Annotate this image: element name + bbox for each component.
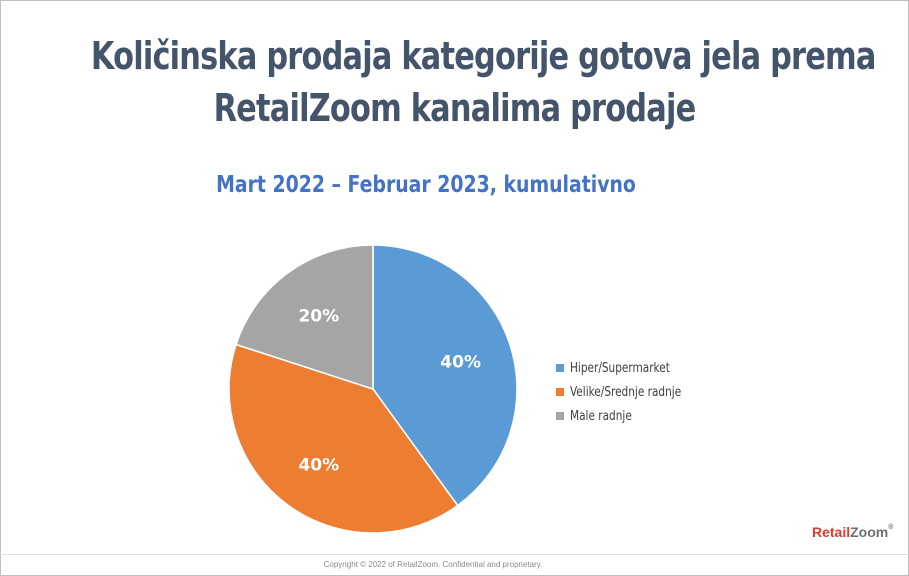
legend-label: Hiper/Supermarket xyxy=(570,360,670,376)
title-line-1: Količinska prodaja kategorije gotova jel… xyxy=(90,34,877,78)
pie-slice-hiper-supermarket xyxy=(372,244,518,507)
data-label-velike-srednje-radnje: 40% xyxy=(298,456,339,476)
legend-item-velike-srednje-radnje: Velike/Srednje radnje xyxy=(556,380,694,404)
logo-part-zoom: Zoom xyxy=(850,524,889,540)
pie-slice-male-radnje xyxy=(235,244,374,391)
legend-item-male-radnje: Male radnje xyxy=(556,404,694,428)
footer-divider xyxy=(0,554,909,555)
legend-item-hiper-supermarket: Hiper/Supermarket xyxy=(556,356,694,380)
data-label-male-radnje: 20% xyxy=(298,306,339,326)
logo-part-retail: Retail xyxy=(812,524,851,540)
logo-registered-mark: ® xyxy=(888,524,894,531)
chart-title: Količinska prodaja kategorije gotova jel… xyxy=(90,30,877,134)
chart-subtitle: Mart 2022 – Februar 2023, kumulativno xyxy=(216,172,636,198)
legend-label: Male radnje xyxy=(570,408,632,424)
legend-swatch xyxy=(556,412,564,420)
legend-swatch xyxy=(556,388,564,396)
legend-label: Velike/Srednje radnje xyxy=(570,384,682,400)
copyright-text: Copyright © 2022 of RetailZoom. Confiden… xyxy=(323,560,543,569)
legend-swatch xyxy=(556,364,564,372)
retailzoom-logo: RetailZoom® xyxy=(812,524,893,540)
chart-legend: Hiper/Supermarket Velike/Srednje radnje Ma… xyxy=(556,356,694,428)
pie-slice-velike-srednje-radnje xyxy=(228,343,459,534)
data-label-hiper-supermarket: 40% xyxy=(440,353,481,373)
title-line-2: RetailZoom kanalima prodaje xyxy=(213,86,697,130)
